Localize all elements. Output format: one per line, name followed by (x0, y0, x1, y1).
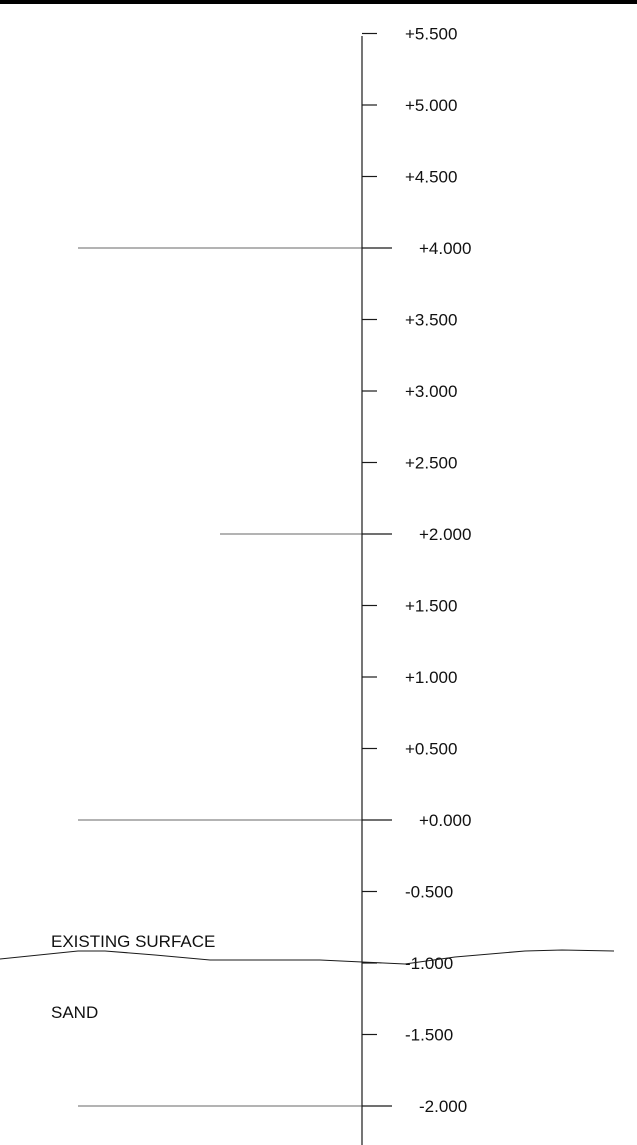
elevation-tick-label: +0.000 (419, 811, 471, 830)
elevation-tick-label: +3.000 (405, 382, 457, 401)
elevation-tick-label: -0.500 (405, 883, 453, 902)
reference-lines (78, 247, 362, 1107)
material-label-sand: SAND (51, 1003, 98, 1022)
elevation-ticks (362, 32, 392, 1107)
elevation-tick-label: +2.000 (419, 525, 471, 544)
elevation-tick-label: +1.500 (405, 597, 457, 616)
elevation-tick-label: +1.000 (405, 668, 457, 687)
elevation-tick-label: +4.500 (405, 168, 457, 187)
elevation-tick-label: +2.500 (405, 454, 457, 473)
existing-surface-label: EXISTING SURFACE (51, 932, 215, 951)
elevation-tick-label: -2.000 (419, 1097, 467, 1116)
elevation-tick-label: +5.500 (405, 25, 457, 44)
elevation-tick-label: +5.000 (405, 96, 457, 115)
existing-surface-line (0, 949, 615, 965)
elevation-tick-label: +4.000 (419, 239, 471, 258)
elevation-tick-label: -1.500 (405, 1026, 453, 1045)
elevation-tick-labels: +5.500 +5.000 +4.500 +4.000 +3.500 +3.000 +2.5… (405, 25, 471, 1117)
elevation-tick-label: +3.500 (405, 311, 457, 330)
top-frame-border (0, 0, 637, 4)
elevation-tick-label: +0.500 (405, 740, 457, 759)
